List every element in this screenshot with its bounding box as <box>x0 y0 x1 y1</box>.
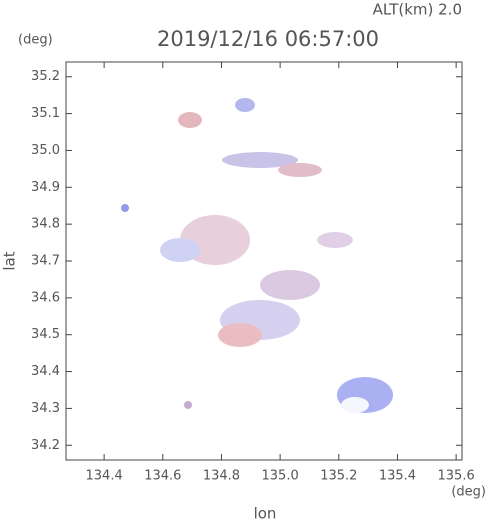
y-tick-label: 35.0 <box>31 143 60 158</box>
y-tick-label: 34.4 <box>31 364 60 379</box>
y-axis-label: lat <box>1 251 19 270</box>
echo-field <box>121 98 393 413</box>
chart-title: 2019/12/16 06:57:00 <box>157 27 379 51</box>
y-tick-label: 34.7 <box>31 254 60 269</box>
y-tick-label: 34.5 <box>31 327 60 342</box>
x-tick-label: 135.2 <box>320 469 357 484</box>
y-tick-label: 34.6 <box>31 290 60 305</box>
y-tick-label: 34.8 <box>31 217 60 232</box>
x-axis-label: lon <box>254 505 277 521</box>
x-tick-label: 135.6 <box>438 469 475 484</box>
x-tick-label: 134.4 <box>86 469 123 484</box>
y-tick-label: 34.2 <box>31 438 60 453</box>
y-tick-label: 34.9 <box>31 180 60 195</box>
x-tick-label: 135.0 <box>262 469 299 484</box>
y-tick-label: 35.2 <box>31 69 60 84</box>
y-unit: (deg) <box>18 33 53 48</box>
x-tick-label: 134.8 <box>203 469 240 484</box>
x-tick-label: 134.6 <box>144 469 181 484</box>
y-tick-label: 35.1 <box>31 106 60 121</box>
y-tick-label: 34.3 <box>31 401 60 416</box>
x-tick-label: 135.4 <box>379 469 416 484</box>
altitude-label: ALT(km) 2.0 <box>373 1 462 19</box>
plot-frame <box>65 61 463 461</box>
x-unit: (deg) <box>451 485 486 500</box>
